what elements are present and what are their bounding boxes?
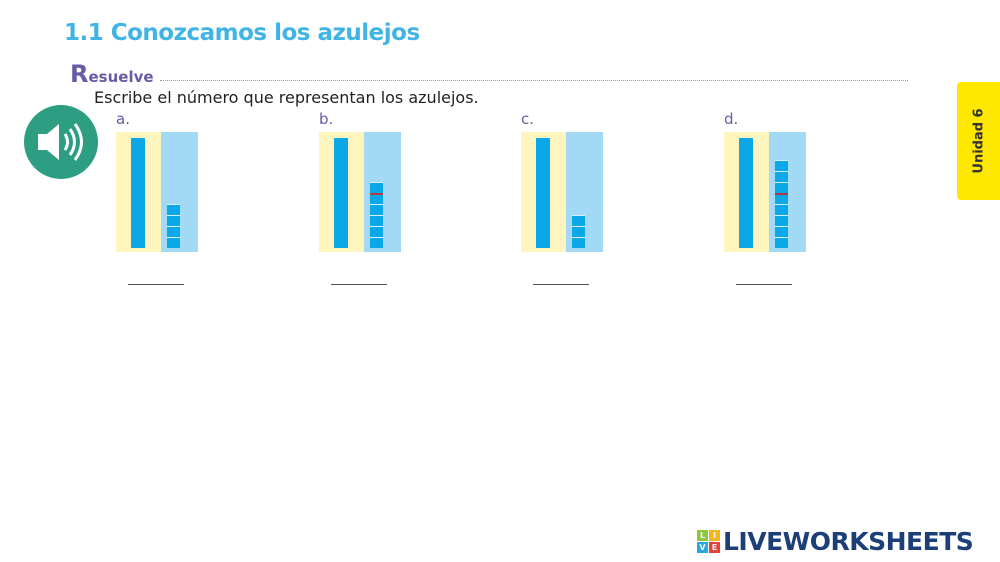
unit-tile bbox=[775, 237, 788, 248]
unit-tile bbox=[370, 237, 383, 248]
heading-initial: R bbox=[70, 60, 89, 88]
logo-letter: E bbox=[709, 542, 720, 553]
unit-tiles bbox=[370, 182, 383, 248]
exercise-label: b. bbox=[319, 110, 334, 128]
exercise-a: a. bbox=[116, 110, 236, 290]
dotted-divider bbox=[160, 80, 908, 81]
unit-tile bbox=[167, 226, 180, 237]
exercise-label: c. bbox=[521, 110, 535, 128]
answer-input[interactable] bbox=[128, 270, 184, 285]
audio-button[interactable] bbox=[24, 105, 98, 179]
answer-input[interactable] bbox=[736, 270, 792, 285]
unit-tile bbox=[167, 204, 180, 215]
answer-input[interactable] bbox=[533, 270, 589, 285]
exercise-b: b. bbox=[319, 110, 439, 290]
ten-bar-tile bbox=[131, 138, 145, 248]
speaker-icon bbox=[38, 123, 83, 161]
unit-tiles bbox=[775, 160, 788, 248]
exercise-label: a. bbox=[116, 110, 130, 128]
unit-tile bbox=[775, 204, 788, 215]
instruction-text: Escribe el número que representan los az… bbox=[94, 88, 479, 107]
unit-tile bbox=[775, 226, 788, 237]
logo-letter: V bbox=[697, 542, 708, 553]
answer-input[interactable] bbox=[331, 270, 387, 285]
exercise-label: d. bbox=[724, 110, 739, 128]
exercise-c: c. bbox=[521, 110, 641, 290]
ten-bar-tile bbox=[739, 138, 753, 248]
unit-tile bbox=[775, 193, 788, 204]
logo-text: LIVEWORKSHEETS bbox=[723, 527, 974, 556]
unit-tile bbox=[572, 237, 585, 248]
unit-tile bbox=[370, 215, 383, 226]
unit-tile bbox=[572, 215, 585, 226]
unit-tile bbox=[167, 215, 180, 226]
unit-tile bbox=[370, 182, 383, 193]
exercise-d: d. bbox=[724, 110, 844, 290]
logo-letter: L bbox=[697, 530, 708, 541]
unit-tab-label: Unidad 6 bbox=[971, 108, 986, 174]
unit-tile bbox=[167, 237, 180, 248]
unit-tile bbox=[370, 226, 383, 237]
unit-tile bbox=[775, 215, 788, 226]
logo-letter: I bbox=[709, 530, 720, 541]
unit-tile bbox=[370, 204, 383, 215]
unit-tiles bbox=[167, 204, 180, 248]
unit-tile bbox=[572, 226, 585, 237]
unit-tab: Unidad 6 bbox=[957, 82, 1000, 200]
ten-bar-tile bbox=[536, 138, 550, 248]
unit-tile bbox=[775, 160, 788, 171]
unit-tiles bbox=[572, 215, 585, 248]
page-title: 1.1 Conozcamos los azulejos bbox=[64, 20, 420, 46]
heading-rest: esuelve bbox=[88, 68, 154, 86]
ten-bar-tile bbox=[334, 138, 348, 248]
unit-tile bbox=[775, 171, 788, 182]
section-heading: Resuelve bbox=[70, 60, 154, 88]
unit-tile bbox=[370, 193, 383, 204]
unit-tile bbox=[775, 182, 788, 193]
